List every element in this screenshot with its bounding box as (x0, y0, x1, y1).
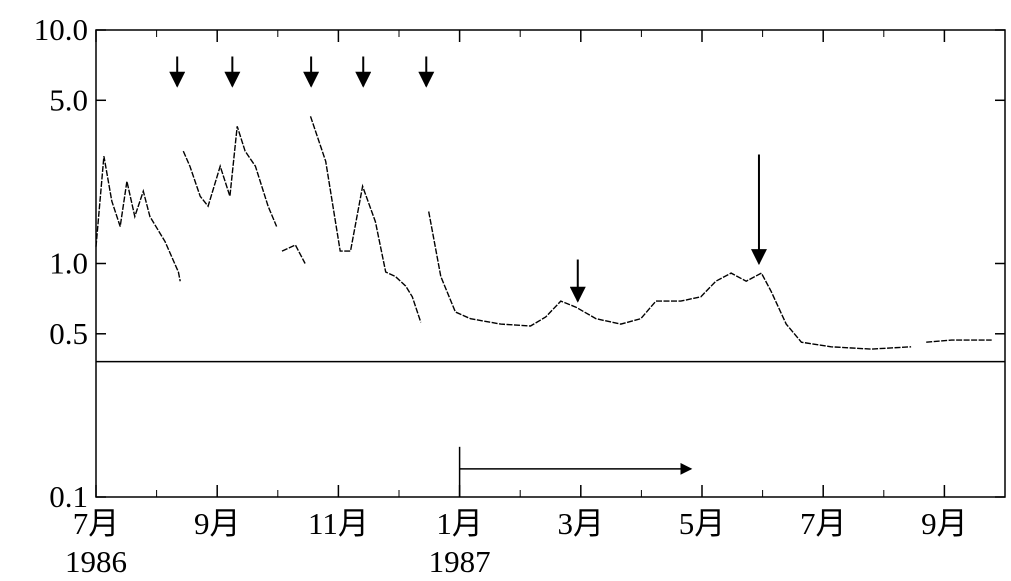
x-tick-label: 5月 (679, 506, 726, 541)
y-tick-label: 1.0 (49, 246, 88, 281)
y-tick-label: 10.0 (34, 12, 88, 47)
data-line (95, 116, 992, 350)
plot-frame (95, 29, 1006, 498)
y-tick-label: 0.5 (49, 316, 88, 351)
y-tick-label: 0.1 (49, 479, 88, 514)
x-tick-label: 9月 (921, 506, 968, 541)
x-tick-label: 7月 (800, 506, 847, 541)
x-tick-label: 3月 (558, 506, 605, 541)
x-tick-label: 7月 (73, 506, 120, 541)
year-label: 1986 (65, 544, 127, 576)
year-label: 1987 (429, 544, 491, 576)
x-tick-label: 1月 (436, 506, 483, 541)
y-tick-label: 5.0 (49, 82, 88, 117)
x-tick-label: 11月 (308, 506, 369, 541)
x-tick-label: 9月 (194, 506, 241, 541)
